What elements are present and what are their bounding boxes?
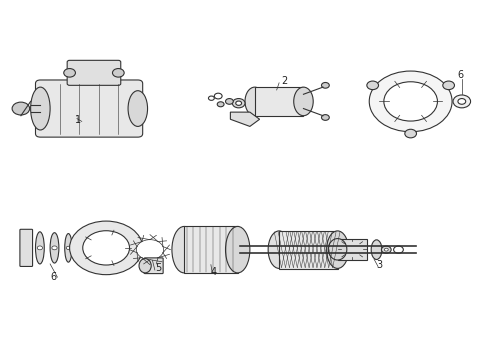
Ellipse shape — [30, 87, 50, 130]
Circle shape — [443, 81, 455, 90]
Bar — [184, 226, 238, 273]
Text: 6: 6 — [50, 272, 56, 282]
Circle shape — [78, 247, 82, 249]
Text: 6: 6 — [457, 70, 463, 80]
Circle shape — [12, 102, 30, 115]
Ellipse shape — [35, 232, 44, 264]
Ellipse shape — [294, 87, 313, 116]
Bar — [338, 239, 367, 260]
Circle shape — [381, 246, 391, 253]
Circle shape — [52, 246, 57, 250]
Circle shape — [214, 93, 222, 99]
Circle shape — [208, 96, 214, 100]
Text: 1: 1 — [74, 115, 80, 125]
Ellipse shape — [225, 226, 250, 273]
FancyBboxPatch shape — [35, 80, 143, 137]
Circle shape — [236, 101, 242, 105]
Ellipse shape — [77, 237, 83, 258]
Circle shape — [458, 99, 466, 104]
Circle shape — [367, 81, 379, 90]
Circle shape — [37, 246, 43, 250]
Circle shape — [136, 240, 164, 260]
Polygon shape — [230, 112, 260, 126]
Circle shape — [453, 95, 470, 108]
Circle shape — [369, 71, 452, 132]
Ellipse shape — [65, 234, 72, 262]
Text: 4: 4 — [211, 267, 217, 277]
Circle shape — [384, 248, 388, 251]
Circle shape — [113, 68, 124, 77]
Circle shape — [70, 221, 143, 275]
Circle shape — [83, 231, 129, 265]
Text: 3: 3 — [376, 260, 383, 270]
Ellipse shape — [327, 231, 348, 269]
Circle shape — [232, 99, 245, 108]
Circle shape — [217, 102, 224, 107]
Circle shape — [225, 99, 233, 104]
Ellipse shape — [328, 239, 347, 260]
Bar — [255, 87, 303, 116]
Text: 5: 5 — [155, 263, 161, 273]
FancyBboxPatch shape — [20, 229, 32, 266]
Circle shape — [66, 246, 71, 249]
FancyBboxPatch shape — [144, 258, 163, 274]
Circle shape — [321, 82, 329, 88]
Ellipse shape — [268, 231, 290, 269]
Circle shape — [64, 68, 75, 77]
Circle shape — [393, 246, 403, 253]
Bar — [279, 231, 338, 269]
Ellipse shape — [371, 240, 382, 260]
Ellipse shape — [128, 91, 147, 126]
Circle shape — [405, 129, 416, 138]
Circle shape — [384, 82, 438, 121]
Ellipse shape — [245, 87, 265, 116]
Ellipse shape — [172, 226, 196, 273]
Ellipse shape — [50, 233, 59, 263]
Circle shape — [321, 114, 329, 120]
Ellipse shape — [139, 258, 151, 273]
Text: 2: 2 — [282, 76, 288, 86]
FancyBboxPatch shape — [67, 60, 121, 85]
